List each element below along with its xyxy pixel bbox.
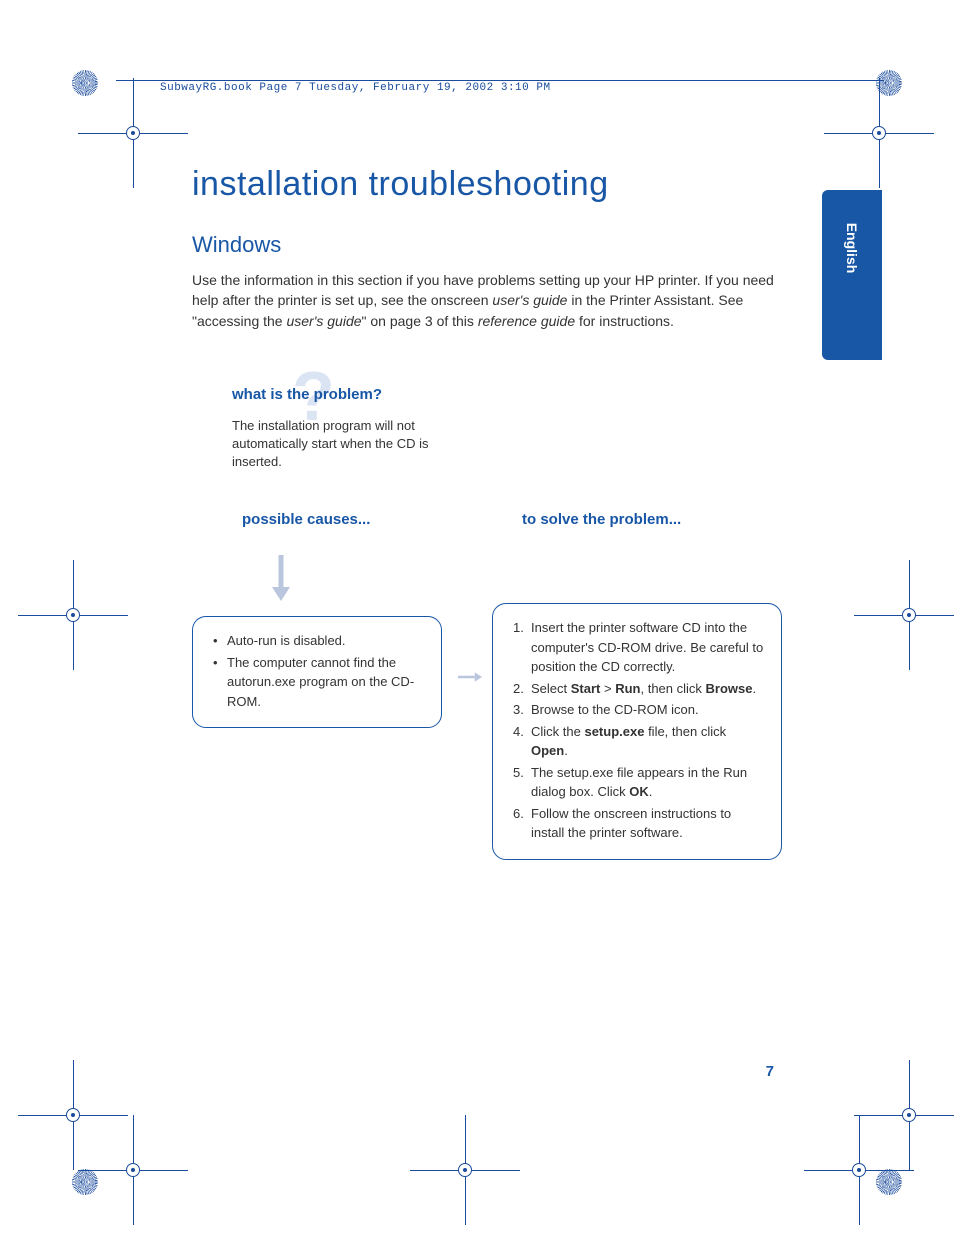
header-rule: [116, 80, 884, 81]
causes-heading: possible causes...: [192, 511, 442, 528]
step-item: Insert the printer software CD into the …: [513, 618, 765, 677]
page-title: installation troubleshooting: [192, 165, 782, 204]
solve-heading: to solve the problem...: [492, 511, 782, 528]
crop-mark: [118, 118, 148, 148]
problem-heading: what is the problem?: [232, 386, 782, 403]
section-heading: Windows: [192, 232, 782, 258]
language-tab: English: [822, 190, 882, 360]
crop-mark: [58, 600, 88, 630]
step-item: The setup.exe file appears in the Run di…: [513, 763, 765, 802]
step-item: Browse to the CD-ROM icon.: [513, 700, 765, 720]
crop-mark: [894, 1100, 924, 1130]
crop-mark: [864, 118, 894, 148]
crop-mark: [118, 1155, 148, 1185]
header-text: SubwayRG.book Page 7 Tuesday, February 1…: [160, 82, 551, 94]
crop-mark: [58, 1100, 88, 1130]
step-item: Follow the onscreen instructions to inst…: [513, 804, 765, 843]
printers-mark: [72, 1169, 98, 1195]
arrow-right-icon: [457, 666, 482, 688]
problem-description: The installation program will not automa…: [232, 417, 442, 472]
arrow-down-icon: [270, 553, 292, 601]
intro-paragraph: Use the information in this section if y…: [192, 270, 782, 331]
crop-mark: [894, 600, 924, 630]
solution-box: Insert the printer software CD into the …: [492, 603, 782, 860]
printers-mark: [72, 70, 98, 96]
cause-item: The computer cannot find the autorun.exe…: [213, 653, 425, 712]
crop-mark: [844, 1155, 874, 1185]
printers-mark: [876, 1169, 902, 1195]
crop-mark: [450, 1155, 480, 1185]
step-item: Click the setup.exe file, then click Ope…: [513, 722, 765, 761]
step-item: Select Start > Run, then click Browse.: [513, 679, 765, 699]
page-number: 7: [766, 1063, 774, 1080]
language-label: English: [844, 223, 860, 274]
cause-item: Auto-run is disabled.: [213, 631, 425, 651]
causes-box: Auto-run is disabled.The computer cannot…: [192, 616, 442, 728]
